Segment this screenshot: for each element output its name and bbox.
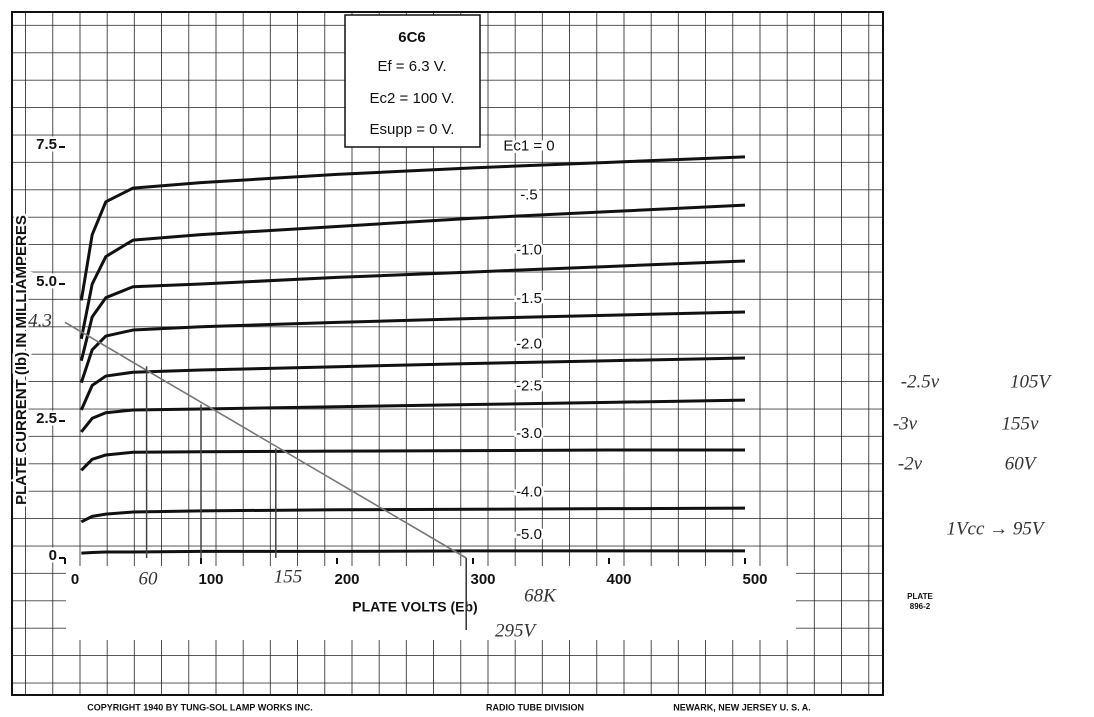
curve-label: -2.0: [516, 336, 542, 353]
y-tick-label: 5.0: [36, 273, 57, 290]
annotation: -3v: [893, 413, 918, 434]
curve-label: -5.0: [516, 526, 542, 543]
annotation: 60: [139, 568, 159, 589]
x-tick-label: 300: [470, 571, 495, 588]
footer: COPYRIGHT 1940 BY TUNG-SOL LAMP WORKS IN…: [87, 702, 313, 712]
tube-type: 6C6: [398, 29, 426, 46]
curve: [79, 155, 746, 301]
curve-label: -4.0: [516, 484, 542, 501]
curve-label: -2.5: [516, 377, 542, 394]
annotation: 155v: [1002, 413, 1040, 434]
condition: Ef = 6.3 V.: [377, 58, 446, 75]
x-tick-label: 0: [71, 571, 79, 588]
condition: Ec2 = 100 V.: [370, 90, 455, 107]
y-tick-label: 7.5: [36, 136, 57, 153]
load-line: [64, 321, 467, 559]
curve-label: -3.0: [516, 425, 542, 442]
annotation: 60V: [1005, 453, 1038, 474]
plate-label: 896-2: [910, 602, 931, 611]
x-tick-label: 200: [334, 571, 359, 588]
curve-label: -.5: [520, 187, 538, 204]
annotation: 295V: [495, 620, 538, 641]
x-axis-label: PLATE VOLTS (Eb): [352, 599, 477, 615]
x-tick-label: 100: [198, 571, 223, 588]
curve-label: -1.0: [516, 241, 542, 258]
curve-label: -1.5: [516, 290, 542, 307]
curve-label: Ec1 = 0: [503, 137, 554, 154]
y-tick-label: 0: [49, 547, 57, 564]
info-box: [344, 14, 481, 148]
annotation: -2.5v: [901, 371, 940, 392]
y-tick-label: 2.5: [36, 410, 57, 427]
x-tick-label: 400: [606, 571, 631, 588]
annotation: 155: [274, 566, 303, 587]
annotation: 1Vcc → 95V: [946, 518, 1045, 539]
annotation: 68K: [524, 585, 557, 606]
footer: RADIO TUBE DIVISION: [486, 702, 584, 712]
x-label-area: [66, 566, 796, 640]
curve: [79, 356, 746, 411]
annotation: 4.3: [28, 310, 52, 331]
footer: NEWARK, NEW JERSEY U. S. A.: [673, 702, 811, 712]
curve: [79, 310, 746, 384]
y-axis-label: PLATE CURRENT (Ib) IN MILLIAMPERES: [13, 215, 30, 505]
condition: Esupp = 0 V.: [370, 121, 455, 138]
curve: [79, 259, 746, 362]
plate-label: PLATE: [907, 592, 933, 601]
curve: [79, 203, 746, 340]
annotation: -2v: [898, 453, 923, 474]
annotation: 105V: [1010, 371, 1053, 392]
x-tick-label: 500: [742, 571, 767, 588]
